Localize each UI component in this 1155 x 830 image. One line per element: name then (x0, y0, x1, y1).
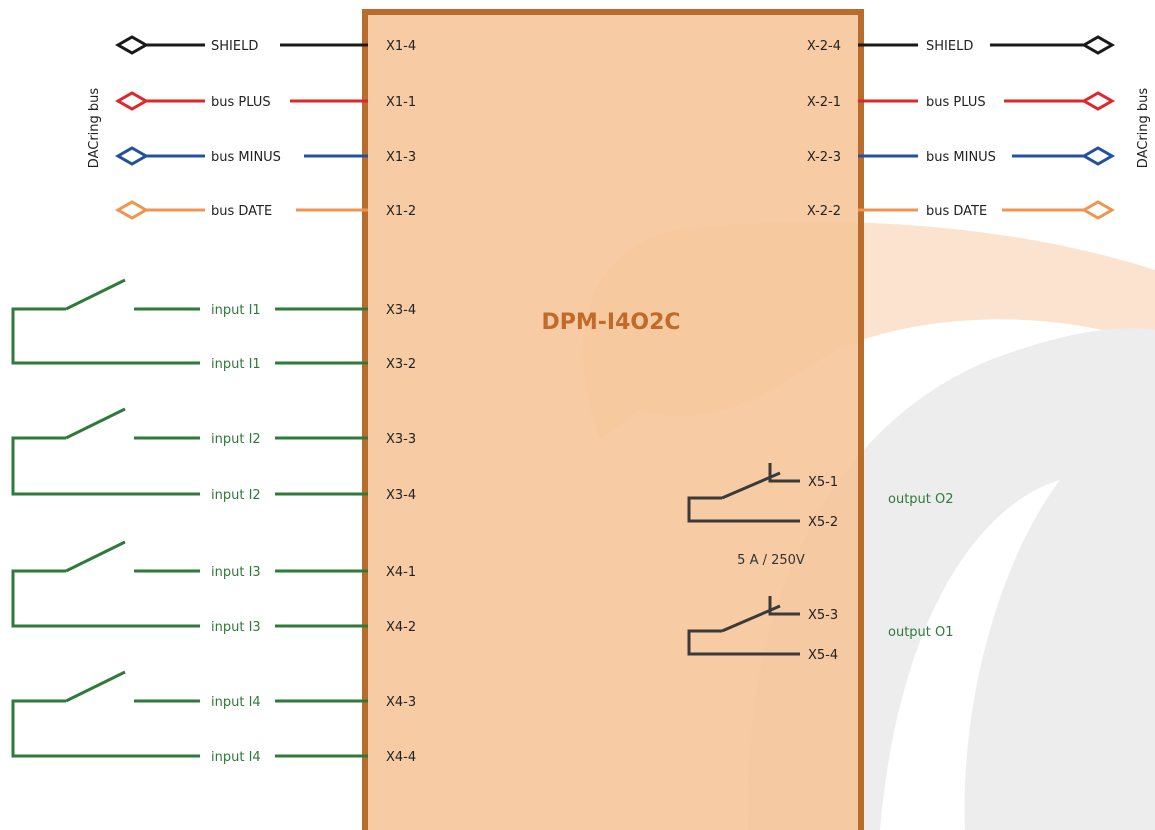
input-return-wire (11, 699, 200, 758)
input-label: input I1 (211, 303, 261, 318)
bus-left-diamond-icon (114, 91, 150, 111)
input-label: input I2 (211, 432, 261, 447)
relay-terminal: X5-2 (808, 515, 838, 530)
bus-left-diamond-icon (114, 35, 150, 55)
switch-contact-icon (65, 670, 126, 703)
bus-right-terminal: X-2-4 (807, 39, 841, 54)
bus-left-terminal: X1-1 (386, 95, 416, 110)
input-return-wire (11, 436, 200, 496)
device-title: DPM-I4O2C (541, 310, 680, 335)
relay-contact-icon (721, 604, 781, 633)
bus-left-terminal: X1-2 (386, 204, 416, 219)
bus-right-diamond-icon (1080, 146, 1116, 166)
bus-left-signal-label: bus PLUS (211, 95, 271, 110)
bus-left-terminal: X1-4 (386, 39, 416, 54)
input-return-wire (11, 307, 200, 365)
bus-right-terminal: X-2-1 (807, 95, 841, 110)
relay-contact-icon (721, 471, 781, 500)
relay-terminal: X5-1 (808, 475, 838, 490)
bus-right-signal-label: bus DATE (926, 204, 987, 219)
device-body (362, 9, 864, 830)
input-label: input I4 (211, 750, 261, 765)
relay-return-wire (687, 629, 800, 656)
bus-left-signal-label: bus MINUS (211, 150, 281, 165)
input-terminal: X4-3 (386, 695, 416, 710)
bus-right-diamond-icon (1080, 91, 1116, 111)
bus-right-diamond-icon (1080, 35, 1116, 55)
switch-contact-icon (65, 540, 126, 573)
input-terminal: X4-1 (386, 565, 416, 580)
bus-left-terminal: X1-3 (386, 150, 416, 165)
input-label: input I1 (211, 357, 261, 372)
bus-right-signal-label: bus PLUS (926, 95, 986, 110)
bus-left-diamond-icon (114, 200, 150, 220)
input-terminal: X3-4 (386, 303, 416, 318)
input-label: input I3 (211, 620, 261, 635)
bus-label-left: DACring bus (87, 88, 102, 169)
output-label: output O2 (888, 492, 954, 507)
bus-right-terminal: X-2-3 (807, 150, 841, 165)
relay-rating: 5 A / 250V (737, 553, 805, 568)
input-label: input I4 (211, 695, 261, 710)
input-return-wire (11, 569, 200, 628)
bus-right-terminal: X-2-2 (807, 204, 841, 219)
input-terminal: X3-4 (386, 488, 416, 503)
input-terminal: X3-2 (386, 357, 416, 372)
bus-right-signal-label: bus MINUS (926, 150, 996, 165)
relay-return-wire (687, 496, 800, 523)
input-terminal: X3-3 (386, 432, 416, 447)
bus-label-right: DACring bus (1136, 88, 1151, 169)
relay-terminal: X5-4 (808, 648, 838, 663)
switch-contact-icon (65, 278, 126, 311)
relay-fixed-contact (768, 463, 800, 483)
output-label: output O1 (888, 625, 954, 640)
bus-right-signal-label: SHIELD (926, 39, 973, 54)
relay-terminal: X5-3 (808, 608, 838, 623)
input-wiring: input I1 X3-4 input I1 X3-2 input I2 X3-3 inpu… (11, 278, 416, 765)
bus-left-diamond-icon (114, 146, 150, 166)
input-terminal: X4-4 (386, 750, 416, 765)
output-wiring: X5-1 X5-2 output O2 X5-3 X5-4 output O1 (687, 463, 954, 663)
bus-right-diamond-icon (1080, 200, 1116, 220)
bus-left-signal-label: bus DATE (211, 204, 272, 219)
input-terminal: X4-2 (386, 620, 416, 635)
relay-fixed-contact (768, 596, 800, 616)
switch-contact-icon (65, 407, 126, 440)
bus-wiring: SHIELD X1-4 X-2-4 SHIELD bus PLUS X1-1 X-2-1 bu… (114, 35, 1116, 220)
bus-left-signal-label: SHIELD (211, 39, 258, 54)
input-label: input I3 (211, 565, 261, 580)
input-label: input I2 (211, 488, 261, 503)
